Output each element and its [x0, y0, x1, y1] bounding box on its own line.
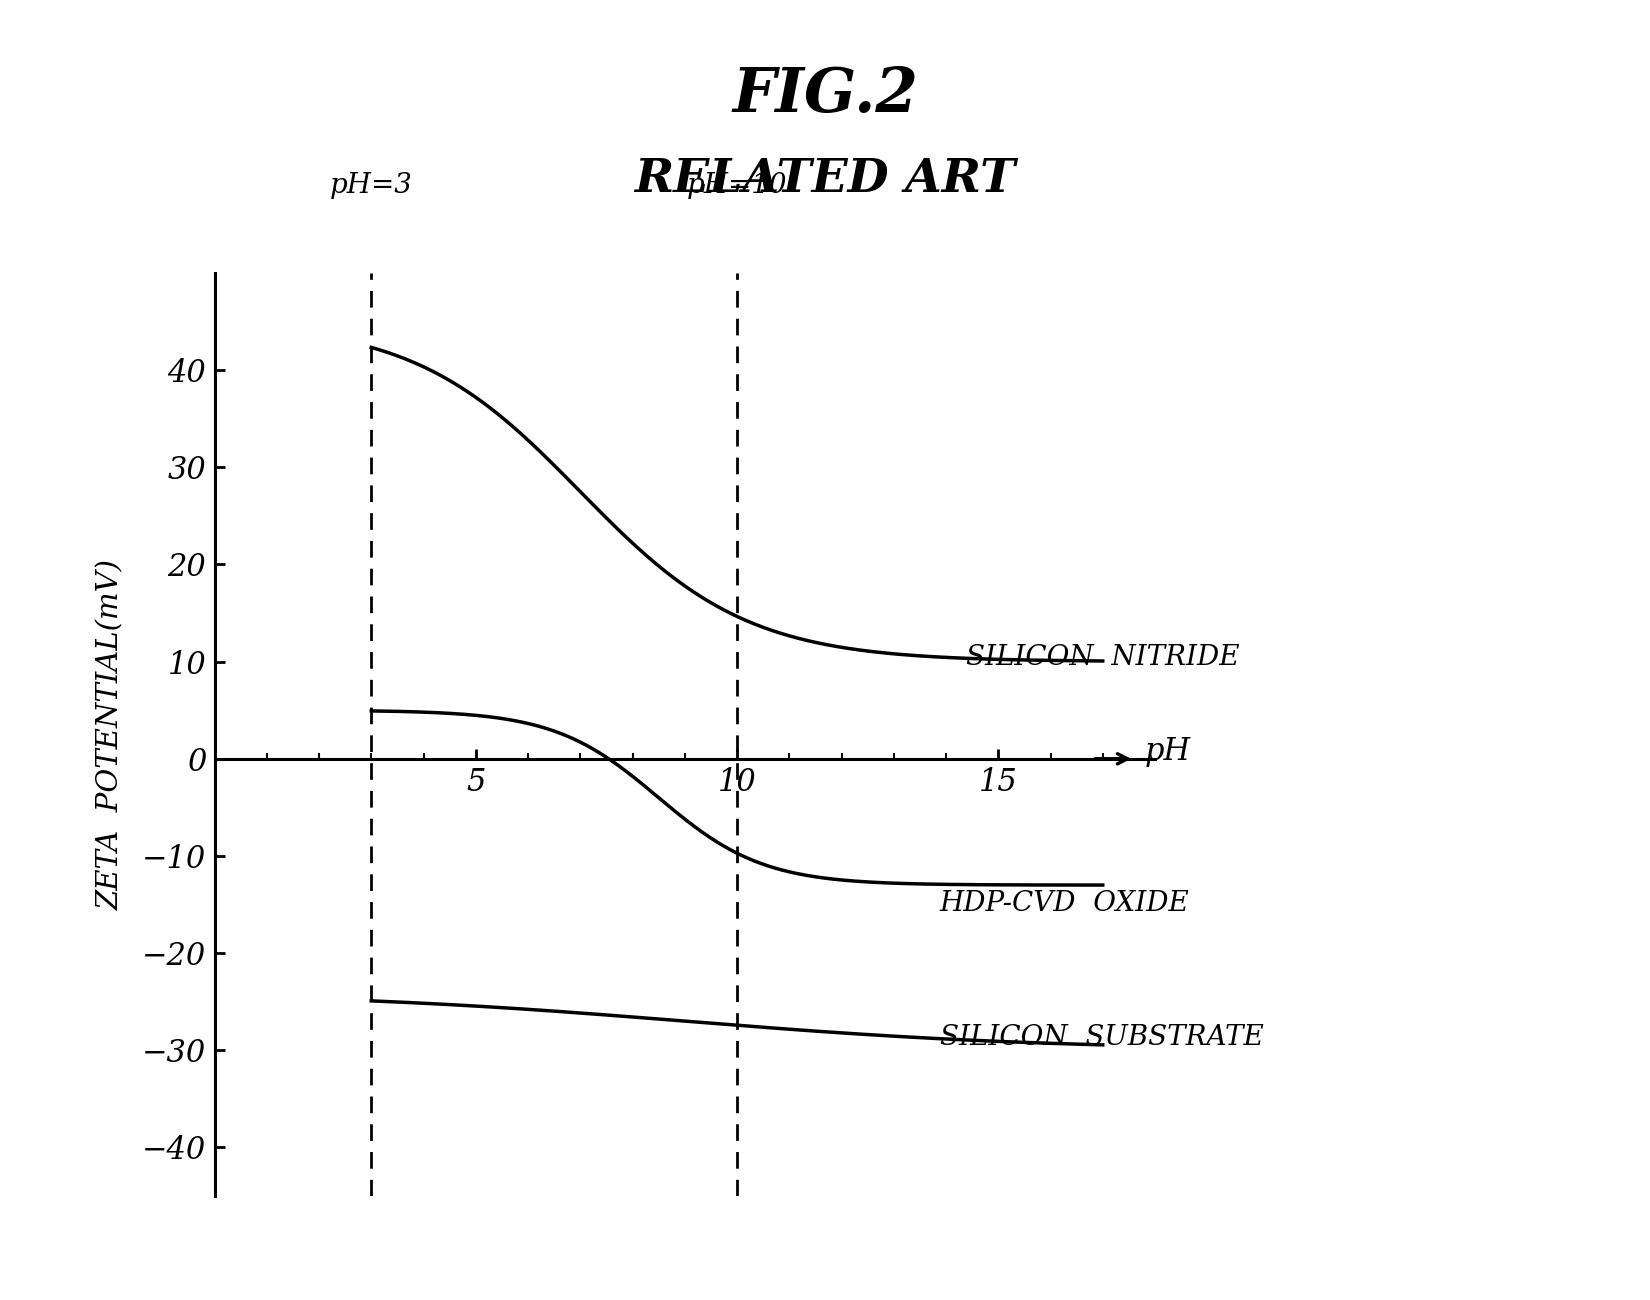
Y-axis label: ZETA  POTENTIAL(mV): ZETA POTENTIAL(mV) [97, 559, 125, 910]
Text: pH: pH [1145, 736, 1191, 767]
Text: SILICON  SUBSTRATE: SILICON SUBSTRATE [940, 1024, 1264, 1052]
Text: pH=10: pH=10 [686, 172, 787, 199]
Text: RELATED ART: RELATED ART [634, 156, 1016, 202]
Text: SILICON  NITRIDE: SILICON NITRIDE [965, 644, 1239, 671]
Text: HDP-CVD  OXIDE: HDP-CVD OXIDE [940, 891, 1190, 916]
Text: pH=3: pH=3 [330, 172, 412, 199]
Text: FIG.2: FIG.2 [733, 65, 917, 125]
